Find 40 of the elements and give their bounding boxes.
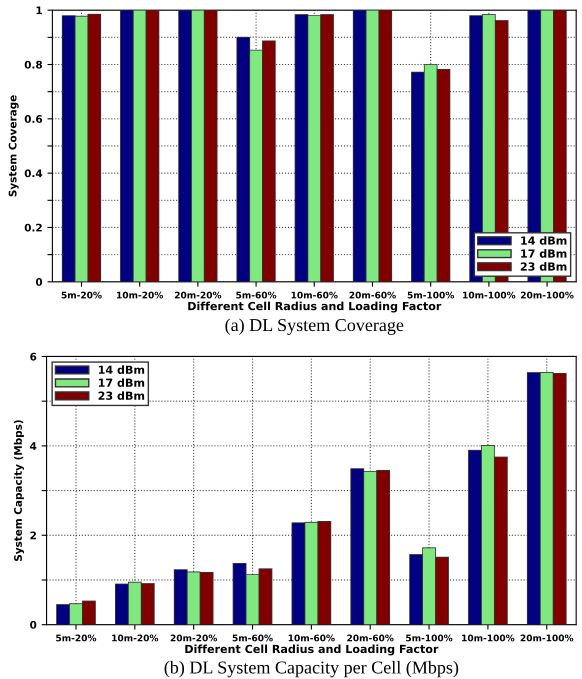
x-tick-label: 20m-100% xyxy=(520,292,574,298)
legend-label: 14 dBm xyxy=(521,236,566,245)
legend-label: 23 dBm xyxy=(520,262,566,271)
legend-label: 14 dBm xyxy=(98,365,144,374)
y-tick-label: 0.8 xyxy=(24,60,42,69)
y-tick-label: 0.2 xyxy=(24,224,42,232)
y-tick-label: 0.4 xyxy=(24,169,42,178)
y-axis-title: System Capacity (Mbps) xyxy=(14,420,24,561)
x-tick-label: 20m-60% xyxy=(350,292,396,298)
x-tick-label: 10m-20% xyxy=(112,634,158,642)
x-tick-label: 5m-20% xyxy=(62,292,102,298)
text: (a) DL System Coverage xyxy=(225,318,404,335)
legend-label: 17 dBm xyxy=(521,249,566,258)
x-tick-label: 10m-100% xyxy=(463,292,516,298)
y-tick-label: 0 xyxy=(36,278,42,286)
x-axis-title: Different Cell Radius and Loading Factor xyxy=(188,302,442,312)
x-tick-label: 5m-60% xyxy=(232,634,273,642)
x-tick-label: 5m-20% xyxy=(56,634,96,642)
y-tick-label: 0 xyxy=(30,620,36,629)
x-tick-label: 10m-60% xyxy=(292,292,338,298)
x-tick-label: 5m-100% xyxy=(408,292,454,298)
x-tick-label: 10m-100% xyxy=(462,634,514,642)
y-tick-label: 1 xyxy=(36,6,42,14)
x-tick-label: 20m-60% xyxy=(347,634,394,642)
legend-label: 23 dBm xyxy=(98,391,144,400)
x-tick-label: 20m-100% xyxy=(520,634,574,642)
legend-label: 17 dBm xyxy=(98,378,144,387)
x-tick-label: 5m-100% xyxy=(406,634,452,642)
y-tick-label: 0.6 xyxy=(24,115,42,123)
y-tick-label: 6 xyxy=(30,352,36,361)
x-tick-label: 20m-20% xyxy=(170,634,218,642)
x-tick-label: 10m-60% xyxy=(288,634,335,642)
y-tick-label: 2 xyxy=(30,532,36,540)
text: (b) DL System Capacity per Cell (Mbps) xyxy=(164,660,458,678)
x-tick-label: 10m-20% xyxy=(117,292,164,298)
x-tick-label: 5m-60% xyxy=(236,292,276,298)
y-axis-title: System Coverage xyxy=(8,95,19,196)
y-tick-label: 4 xyxy=(30,442,36,450)
x-axis-title: Different Cell Radius and Loading Factor xyxy=(185,644,438,656)
x-tick-label: 20m-20% xyxy=(174,292,222,298)
